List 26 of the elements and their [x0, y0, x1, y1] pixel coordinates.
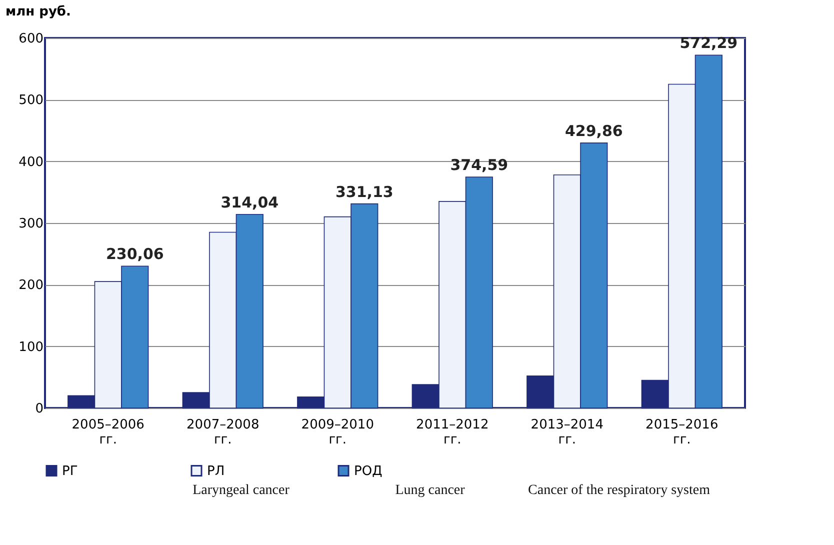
x-tick-label: 2005–2006 гг. [72, 418, 144, 448]
legend-label: РГ [62, 464, 78, 479]
data-label: 230,06 [106, 245, 164, 264]
y-tick-label: 300 [18, 216, 44, 232]
x-tick-label: 2009–2010 гг. [301, 418, 374, 448]
data-label: 429,86 [564, 122, 623, 140]
y-tick-label: 500 [18, 93, 44, 108]
data-label: 331,13 [335, 182, 394, 201]
y-tick-label: 400 [18, 154, 44, 170]
y-tick-label: 0 [35, 402, 44, 416]
text: Lung cancer [395, 483, 466, 498]
y-tick-label: 200 [18, 278, 44, 294]
x-tick-label: 2015–2016 гг. [646, 418, 718, 448]
data-label: 572,29 [680, 34, 738, 52]
x-tick-label: 2013–2014 гг. [530, 418, 604, 448]
y-tick-label: 600 [18, 32, 44, 46]
y-tick-label: 100 [18, 340, 44, 355]
x-tick-label: 2007–2008 гг. [186, 418, 260, 448]
text: Laryngeal cancer [192, 483, 290, 498]
y-axis-title: млн руб. [6, 4, 71, 20]
data-label: 314,04 [220, 193, 279, 212]
data-label: 374,59 [450, 156, 508, 174]
legend-label: РЛ [207, 464, 225, 479]
legend-label: РОД [354, 464, 382, 479]
x-tick-label: 2011–2012 гг. [416, 418, 489, 448]
text: Cancer of the respiratory system [528, 483, 710, 498]
